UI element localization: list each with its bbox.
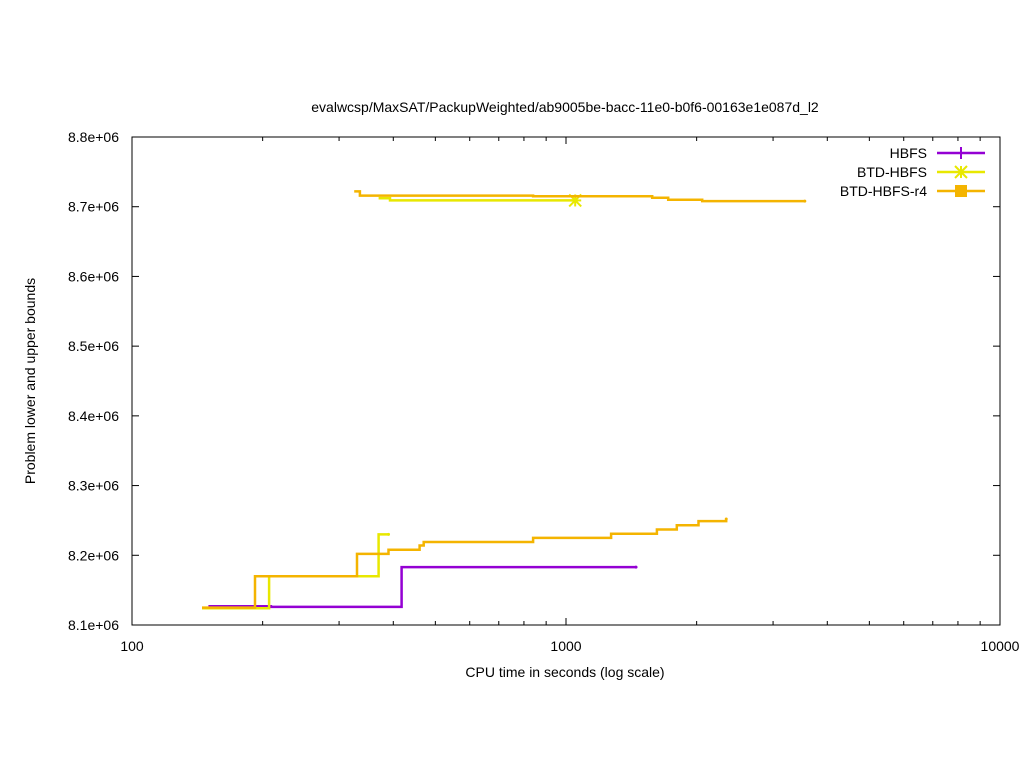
y-tick-label: 8.2e+06 (68, 547, 119, 563)
chart-title: evalwcsp/MaxSAT/PackupWeighted/ab9005be-… (311, 99, 819, 115)
y-axis-title: Problem lower and upper bounds (22, 278, 38, 484)
series-hbfs (208, 565, 638, 609)
y-tick-label: 8.1e+06 (68, 617, 119, 633)
series-line-lower (208, 565, 636, 609)
y-tick-label: 8.3e+06 (68, 478, 119, 494)
y-tick-label: 8.5e+06 (68, 338, 119, 354)
series-line-upper (378, 197, 576, 202)
series-group (202, 190, 807, 610)
legend: HBFS BTD-HBFS BTD-HBFS-r4 (840, 145, 985, 199)
series-line-lower (202, 519, 728, 609)
legend-label: BTD-HBFS (857, 164, 927, 180)
series-end-point (803, 199, 807, 203)
y-tick-label: 8.4e+06 (68, 408, 119, 424)
x-tick-label: 1000 (550, 638, 581, 654)
x-axis-title: CPU time in seconds (log scale) (465, 664, 664, 680)
series-btd-hbfs-r4 (202, 190, 807, 609)
y-tick-label: 8.7e+06 (68, 199, 119, 215)
series-end-point (634, 565, 638, 569)
legend-label: BTD-HBFS-r4 (840, 183, 927, 199)
y-tick-label: 8.6e+06 (68, 268, 119, 284)
axis-ticks: 8.1e+06 8.2e+06 8.3e+06 8.4e+06 8.5e+06 8.6e+… (68, 129, 1020, 654)
x-tick-label: 10000 (981, 638, 1020, 654)
legend-marker (955, 147, 967, 159)
legend-marker (954, 165, 968, 179)
x-tick-label: 100 (120, 638, 144, 654)
series-end-point (387, 532, 391, 536)
legend-marker (955, 185, 967, 197)
y-tick-label: 8.8e+06 (68, 129, 119, 145)
legend-marker-d2 (954, 165, 968, 179)
legend-label: HBFS (890, 145, 927, 161)
series-line-upper (354, 190, 805, 203)
series-end-point (724, 517, 728, 521)
